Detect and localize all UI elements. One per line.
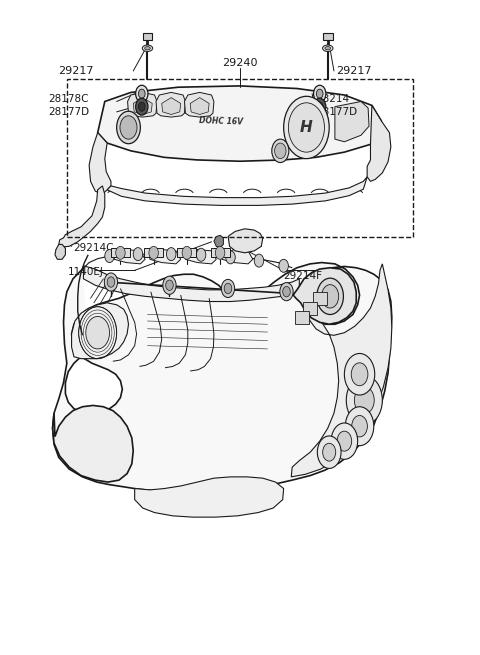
Circle shape bbox=[182, 246, 192, 259]
Bar bbox=[295, 311, 309, 324]
Polygon shape bbox=[133, 98, 152, 115]
Circle shape bbox=[323, 443, 336, 461]
Polygon shape bbox=[89, 133, 111, 195]
Polygon shape bbox=[156, 92, 185, 117]
Text: 28177D: 28177D bbox=[316, 107, 357, 117]
Text: 29214C: 29214C bbox=[73, 243, 113, 253]
Circle shape bbox=[138, 89, 145, 98]
Circle shape bbox=[317, 278, 343, 314]
Polygon shape bbox=[53, 263, 392, 491]
Polygon shape bbox=[53, 405, 133, 482]
Polygon shape bbox=[111, 248, 130, 257]
Circle shape bbox=[138, 102, 145, 111]
Bar bbox=[323, 33, 333, 41]
Polygon shape bbox=[214, 235, 223, 248]
Polygon shape bbox=[185, 250, 216, 264]
Circle shape bbox=[316, 89, 323, 98]
Polygon shape bbox=[114, 250, 145, 264]
Circle shape bbox=[279, 259, 288, 272]
Circle shape bbox=[283, 286, 290, 297]
Text: 28178C: 28178C bbox=[48, 94, 88, 104]
Polygon shape bbox=[107, 177, 367, 206]
Circle shape bbox=[149, 246, 158, 259]
Polygon shape bbox=[162, 98, 180, 115]
Text: 29240: 29240 bbox=[222, 58, 258, 68]
Polygon shape bbox=[211, 248, 229, 257]
Circle shape bbox=[107, 277, 115, 288]
Text: 29217: 29217 bbox=[59, 66, 94, 76]
Circle shape bbox=[352, 415, 367, 437]
Polygon shape bbox=[150, 250, 180, 264]
Circle shape bbox=[196, 248, 206, 261]
Text: 29217: 29217 bbox=[336, 66, 372, 76]
Polygon shape bbox=[184, 92, 214, 117]
Polygon shape bbox=[367, 105, 391, 181]
Ellipse shape bbox=[142, 45, 153, 52]
Circle shape bbox=[322, 285, 339, 308]
Circle shape bbox=[351, 363, 368, 386]
Circle shape bbox=[136, 98, 148, 115]
Circle shape bbox=[136, 85, 148, 102]
Circle shape bbox=[133, 248, 143, 261]
Text: DOHC 16V: DOHC 16V bbox=[199, 116, 243, 126]
Circle shape bbox=[221, 279, 235, 297]
Circle shape bbox=[254, 254, 264, 267]
Polygon shape bbox=[59, 186, 105, 247]
Polygon shape bbox=[135, 477, 284, 517]
Circle shape bbox=[275, 143, 286, 159]
Circle shape bbox=[216, 246, 225, 259]
Circle shape bbox=[167, 248, 176, 261]
Polygon shape bbox=[293, 268, 356, 324]
Text: 1140EJ: 1140EJ bbox=[68, 267, 104, 277]
Polygon shape bbox=[97, 86, 382, 161]
Circle shape bbox=[166, 280, 173, 290]
Polygon shape bbox=[178, 248, 196, 257]
Circle shape bbox=[163, 276, 176, 294]
Polygon shape bbox=[72, 303, 129, 359]
Circle shape bbox=[284, 96, 329, 159]
Circle shape bbox=[86, 316, 109, 349]
Text: 28177D: 28177D bbox=[48, 107, 89, 117]
Bar bbox=[67, 79, 413, 236]
Circle shape bbox=[317, 436, 341, 468]
Circle shape bbox=[120, 116, 137, 139]
Circle shape bbox=[337, 431, 352, 451]
Circle shape bbox=[331, 423, 358, 459]
Polygon shape bbox=[222, 250, 253, 264]
Circle shape bbox=[105, 250, 114, 263]
Bar bbox=[143, 33, 152, 41]
Circle shape bbox=[345, 407, 374, 445]
Polygon shape bbox=[128, 92, 157, 117]
Circle shape bbox=[313, 98, 326, 115]
Text: 29214F: 29214F bbox=[284, 271, 323, 280]
Circle shape bbox=[280, 282, 293, 301]
Polygon shape bbox=[335, 102, 369, 141]
Polygon shape bbox=[144, 248, 163, 257]
Circle shape bbox=[346, 375, 383, 425]
Circle shape bbox=[104, 273, 118, 291]
Circle shape bbox=[344, 354, 375, 395]
Bar bbox=[303, 301, 317, 314]
Polygon shape bbox=[291, 264, 392, 477]
Circle shape bbox=[226, 251, 235, 264]
Polygon shape bbox=[228, 229, 263, 253]
Circle shape bbox=[354, 386, 374, 414]
Ellipse shape bbox=[144, 47, 150, 50]
Polygon shape bbox=[55, 244, 65, 259]
Text: 28214: 28214 bbox=[316, 94, 349, 104]
Bar bbox=[312, 291, 327, 305]
Circle shape bbox=[272, 139, 289, 162]
Circle shape bbox=[288, 103, 324, 152]
Text: H: H bbox=[300, 120, 313, 135]
Polygon shape bbox=[84, 266, 300, 301]
Ellipse shape bbox=[325, 47, 331, 50]
Circle shape bbox=[316, 102, 323, 111]
Circle shape bbox=[313, 85, 326, 102]
Ellipse shape bbox=[323, 45, 333, 52]
Circle shape bbox=[117, 111, 140, 143]
Circle shape bbox=[224, 283, 232, 293]
Circle shape bbox=[116, 246, 125, 259]
Polygon shape bbox=[190, 98, 209, 115]
